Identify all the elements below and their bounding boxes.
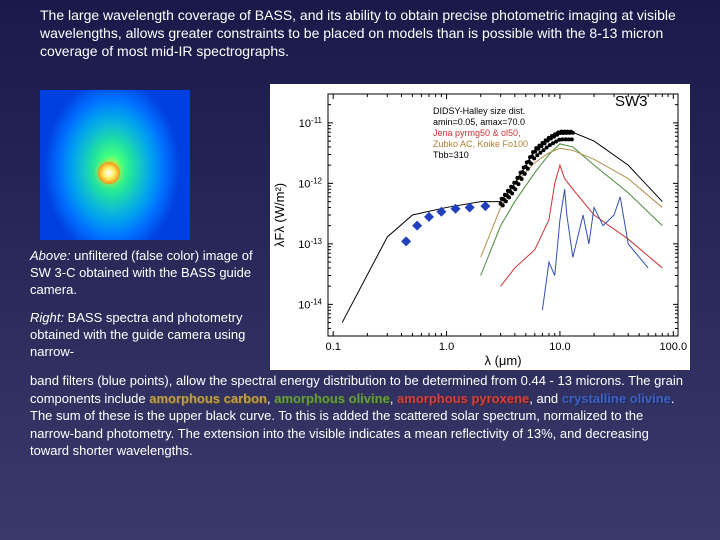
svg-text:Jena pyrmg50 & ol50,: Jena pyrmg50 & ol50,	[433, 128, 521, 138]
sep2: ,	[390, 391, 397, 406]
sed-svg: 0.1 1.0 10.0 100.0 10-14 10-13 10-12 10-11 λ (μm…	[270, 84, 690, 370]
svg-text:10-11: 10-11	[299, 115, 323, 130]
svg-text:λ (μm): λ (μm)	[484, 353, 521, 368]
svg-text:10-14: 10-14	[298, 297, 322, 312]
svg-text:SW3: SW3	[615, 93, 648, 110]
false-color-thumbnail	[40, 90, 190, 240]
amorphous-carbon-label: amorphous carbon	[149, 391, 267, 406]
right-lead: Right:	[30, 310, 64, 325]
above-caption: Above: unfiltered (false color) image of…	[30, 248, 260, 299]
svg-text:100.0: 100.0	[660, 341, 688, 353]
crystalline-olivine-label: crystalline olivine	[562, 391, 671, 406]
right-caption: Right: BASS spectra and photometry obtai…	[30, 310, 265, 361]
above-lead: Above:	[30, 248, 70, 263]
svg-text:10.0: 10.0	[549, 341, 570, 353]
svg-text:10-12: 10-12	[298, 176, 322, 191]
svg-text:1.0: 1.0	[439, 341, 454, 353]
svg-text:10-13: 10-13	[298, 236, 322, 251]
thumbnail-nucleus	[98, 162, 120, 184]
svg-text:0.1: 0.1	[326, 341, 341, 353]
amorphous-olivine-label: amorphous olivine	[274, 391, 390, 406]
lower-paragraph: band filters (blue points), allow the sp…	[30, 372, 690, 460]
svg-text:Zubko AC, Koike Fo100: Zubko AC, Koike Fo100	[433, 139, 528, 149]
svg-text:Tbb=310: Tbb=310	[433, 150, 469, 160]
amorphous-pyroxene-label: amorphous pyroxene	[397, 391, 529, 406]
svg-text:λFλ (W/m²): λFλ (W/m²)	[272, 183, 287, 247]
svg-text:DIDSY-Halley size dist.: DIDSY-Halley size dist.	[433, 106, 525, 116]
sep3: , and	[529, 391, 562, 406]
intro-paragraph: The large wavelength coverage of BASS, a…	[40, 6, 680, 61]
sed-chart: 0.1 1.0 10.0 100.0 10-14 10-13 10-12 10-11 λ (μm…	[270, 84, 690, 370]
svg-text:amin=0.05, amax=70.0: amin=0.05, amax=70.0	[433, 117, 525, 127]
